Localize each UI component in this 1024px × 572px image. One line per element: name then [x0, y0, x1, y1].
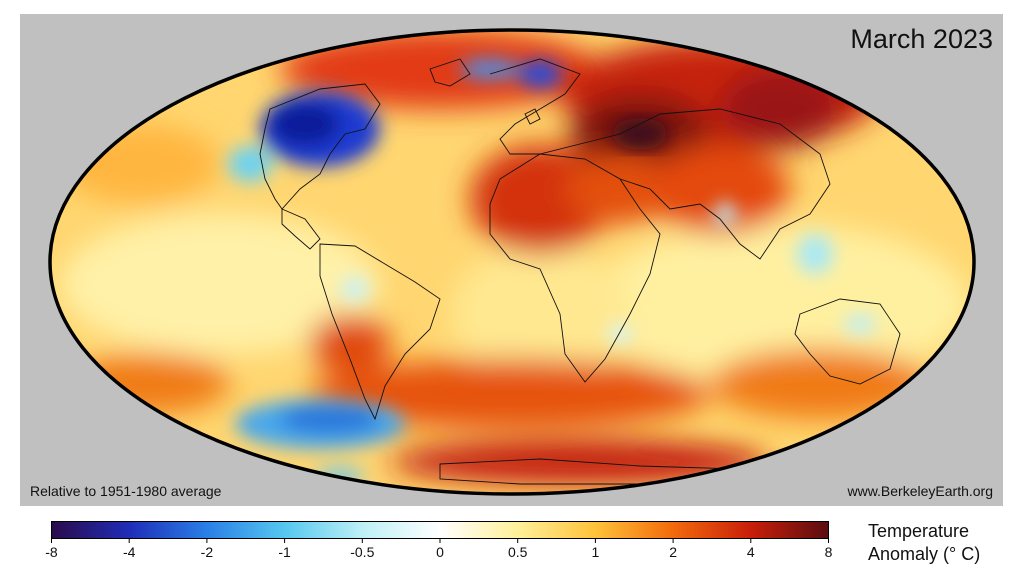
- colorbar-tick-label: 2: [669, 544, 677, 560]
- anomaly-field: [50, 30, 974, 494]
- colorbar-tick-label: -2: [200, 544, 214, 560]
- map-title: March 2023: [850, 24, 993, 54]
- map-panel: March 2023 Relative to 1951-1980 average…: [20, 14, 1003, 506]
- source-link[interactable]: www.BerkeleyEarth.org: [847, 483, 993, 499]
- globe-outline: [48, 28, 976, 496]
- colorbar-tick-label: -4: [122, 544, 136, 560]
- colorbar-tick-label: 1: [591, 544, 600, 560]
- colorbar-tick-label: 0: [436, 544, 444, 560]
- baseline-caption: Relative to 1951-1980 average: [30, 483, 222, 499]
- colorbar: [51, 521, 829, 543]
- world-anomaly-map: [48, 28, 976, 496]
- coastlines: [259, 58, 901, 485]
- legend-title-line1: Temperature: [868, 521, 970, 541]
- colorbar-tick-label: -8: [45, 544, 58, 560]
- legend-title-line2: Anomaly (° C): [868, 544, 981, 564]
- colorbar-tick-label: -0.5: [350, 544, 375, 560]
- colorbar-tick-label: 8: [824, 544, 833, 560]
- legend-title: Temperature Anomaly (° C): [868, 520, 980, 566]
- colorbar-tick-label: 4: [746, 544, 755, 560]
- colorbar-tick-label: -1: [278, 544, 291, 560]
- colorbar-tick-label: 0.5: [507, 544, 528, 560]
